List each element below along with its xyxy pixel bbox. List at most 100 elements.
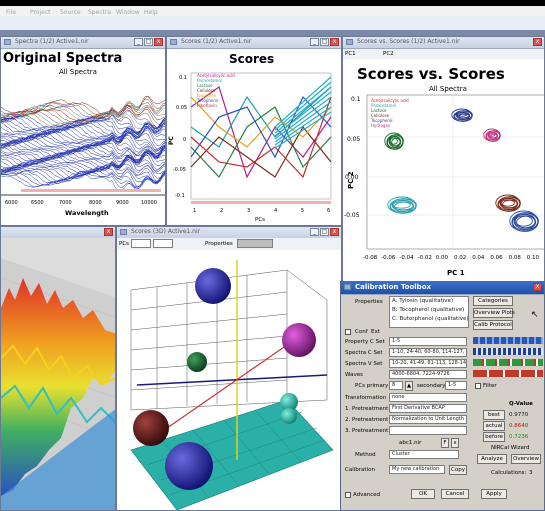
pretreatment-2-select[interactable]: Normalization to Unit Length (389, 415, 467, 424)
minimize-button[interactable]: _ (134, 38, 143, 46)
pcs-select[interactable] (131, 239, 151, 248)
pc-selector-bar: PC1 PC2 (343, 49, 544, 59)
y-tick: 0.00 (345, 174, 359, 181)
before-button[interactable]: before (483, 432, 505, 442)
pretreatment-1-select[interactable]: First Derivative BCAP (389, 404, 467, 413)
x-tick: 10000 (141, 200, 157, 206)
categories-button[interactable]: Categories (473, 296, 513, 306)
spectra-window[interactable]: Spectra (1/2) Active1.nir _ □ x Original… (0, 36, 166, 226)
pcx-select[interactable]: PC1 (345, 51, 356, 57)
secondary-field[interactable]: 1-5 (445, 381, 467, 390)
plot-title: Original Spectra (3, 51, 123, 66)
copy-button[interactable]: Copy (449, 465, 467, 475)
cancel-button[interactable]: Cancel (441, 489, 469, 499)
maximize-button[interactable]: □ (144, 38, 153, 46)
scores-3d-window[interactable]: Scores (3D) Active1.nir _ □ x PCs Proper… (116, 226, 342, 511)
menu-spectra[interactable]: Spectra (88, 9, 112, 16)
scores-line (274, 96, 332, 140)
properties-select[interactable] (237, 239, 273, 248)
tab-conf[interactable]: Conf (355, 329, 368, 335)
close-button[interactable]: x (104, 228, 113, 236)
spectrum-line (1, 116, 165, 135)
close-button[interactable]: x (533, 283, 542, 291)
close-button[interactable]: x (533, 38, 542, 46)
pretreatment-3-label: 3. Pretreatment (345, 428, 389, 434)
overview-plots-button[interactable]: Overview Plots (473, 308, 515, 318)
x-tick: 0.02 (454, 255, 466, 261)
ok-button[interactable]: OK (411, 489, 435, 499)
minimize-button[interactable]: _ (310, 228, 319, 236)
maximize-button[interactable]: □ (320, 228, 329, 236)
x-tick: -0.08 (363, 255, 378, 261)
secondary-label: secondary (417, 383, 446, 389)
actual-button[interactable]: actual (483, 421, 505, 431)
apply-button[interactable]: Apply (481, 489, 507, 499)
menu-project[interactable]: Project (30, 9, 51, 16)
menu-window[interactable]: Window (116, 9, 140, 16)
best-button[interactable]: best (483, 410, 505, 420)
conf-checkbox[interactable] (345, 329, 351, 335)
menu-help[interactable]: Help (144, 9, 158, 16)
pcs-primary-field[interactable]: 8 (389, 381, 403, 390)
calibration-toolbox[interactable]: Calibration Toolbox x Properties A: Tylo… (340, 281, 545, 511)
calibration-name-field[interactable]: My new calibration (389, 465, 445, 474)
transformation-label: Transformation (345, 395, 387, 401)
method-select[interactable]: Cluster (389, 450, 459, 459)
x-tick: 2 (220, 208, 223, 214)
file-button[interactable]: F (441, 438, 449, 448)
menu-source[interactable]: Source (60, 9, 81, 16)
file-clear-button[interactable]: x (451, 438, 459, 448)
property-item[interactable]: B: Tocopherol (qualitative) (392, 307, 465, 313)
y-tick: -0.05 (344, 212, 360, 219)
scores-window[interactable]: Scores (1/2) Active1.nir _ □ x Scores 0.… (166, 36, 342, 226)
close-button[interactable]: x (330, 228, 339, 236)
spectrum-line (1, 137, 165, 159)
menu-bar: File Project Source Spectra Window Help (0, 0, 545, 17)
pcs-select-2[interactable] (153, 239, 173, 248)
advanced-checkbox[interactable] (345, 492, 351, 498)
minimize-button[interactable]: _ (310, 38, 319, 46)
spectrum-line (1, 160, 165, 179)
x-axis-label: PCs (255, 217, 265, 223)
calib-protocol-button[interactable]: Calib Protocol (473, 320, 513, 330)
method-label: Method (355, 452, 376, 458)
property-item[interactable]: C: Butorphanol (qualitative) (392, 316, 469, 322)
x-tick: 0.04 (472, 255, 485, 261)
plot-subtitle: All Spectra (429, 85, 467, 93)
spectrum-line (1, 165, 165, 184)
close-button[interactable]: x (330, 38, 339, 46)
x-tick: 1 (193, 208, 196, 214)
spectrum-line (1, 170, 165, 191)
spectrum-line (1, 155, 165, 173)
window-title: Scores (1/2) Active1.nir (181, 38, 252, 45)
spectra-v-set-field[interactable]: 10-20, 41-49, 81-113, 128-140, 15... (389, 359, 467, 368)
analyze-button[interactable]: Analyze (477, 454, 507, 464)
overview-button[interactable]: Overview (511, 454, 541, 464)
legend-entry: Riboflavin (197, 103, 217, 108)
transformation-select[interactable]: none (389, 393, 467, 402)
x-tick: 0.10 (527, 255, 540, 261)
menu-file[interactable]: File (6, 9, 17, 16)
close-button[interactable]: x (154, 38, 163, 46)
calculations-label: Calculations: (491, 470, 527, 476)
top-band (0, 0, 545, 8)
x-tick: 9000 (116, 200, 129, 206)
y-tick: -0.05 (173, 167, 186, 173)
score-vs-score-window[interactable]: Scores vs. Scores (1/2) Active1.nir x PC… (342, 36, 545, 282)
pcy-select[interactable]: PC2 (383, 51, 394, 57)
maximize-button[interactable]: □ (320, 38, 329, 46)
property-item[interactable]: A: Tylosin (qualitative) (392, 298, 454, 304)
x-tick: 0.08 (509, 255, 522, 261)
filter-checkbox[interactable] (475, 383, 481, 389)
properties-list[interactable]: A: Tylosin (qualitative) B: Tocopherol (… (389, 296, 469, 328)
scores-line (274, 81, 332, 131)
property-set-field[interactable]: 1-5 (389, 337, 467, 346)
spectra-c-set-field[interactable]: 1-10, 24-40, 60-80, 114-127, 140-... (389, 348, 467, 357)
tab-ext[interactable]: Ext (371, 329, 380, 335)
set-preview-bars (473, 337, 543, 379)
waves-field[interactable]: 4000-6804, 7224-9726 (389, 370, 467, 379)
surface-3d-window[interactable]: x (0, 226, 116, 511)
legend-entry: Tocopherol (370, 118, 393, 123)
pretreatment-3-select[interactable] (389, 426, 467, 435)
pcs-stepper-icon[interactable]: ▲ (405, 381, 413, 391)
